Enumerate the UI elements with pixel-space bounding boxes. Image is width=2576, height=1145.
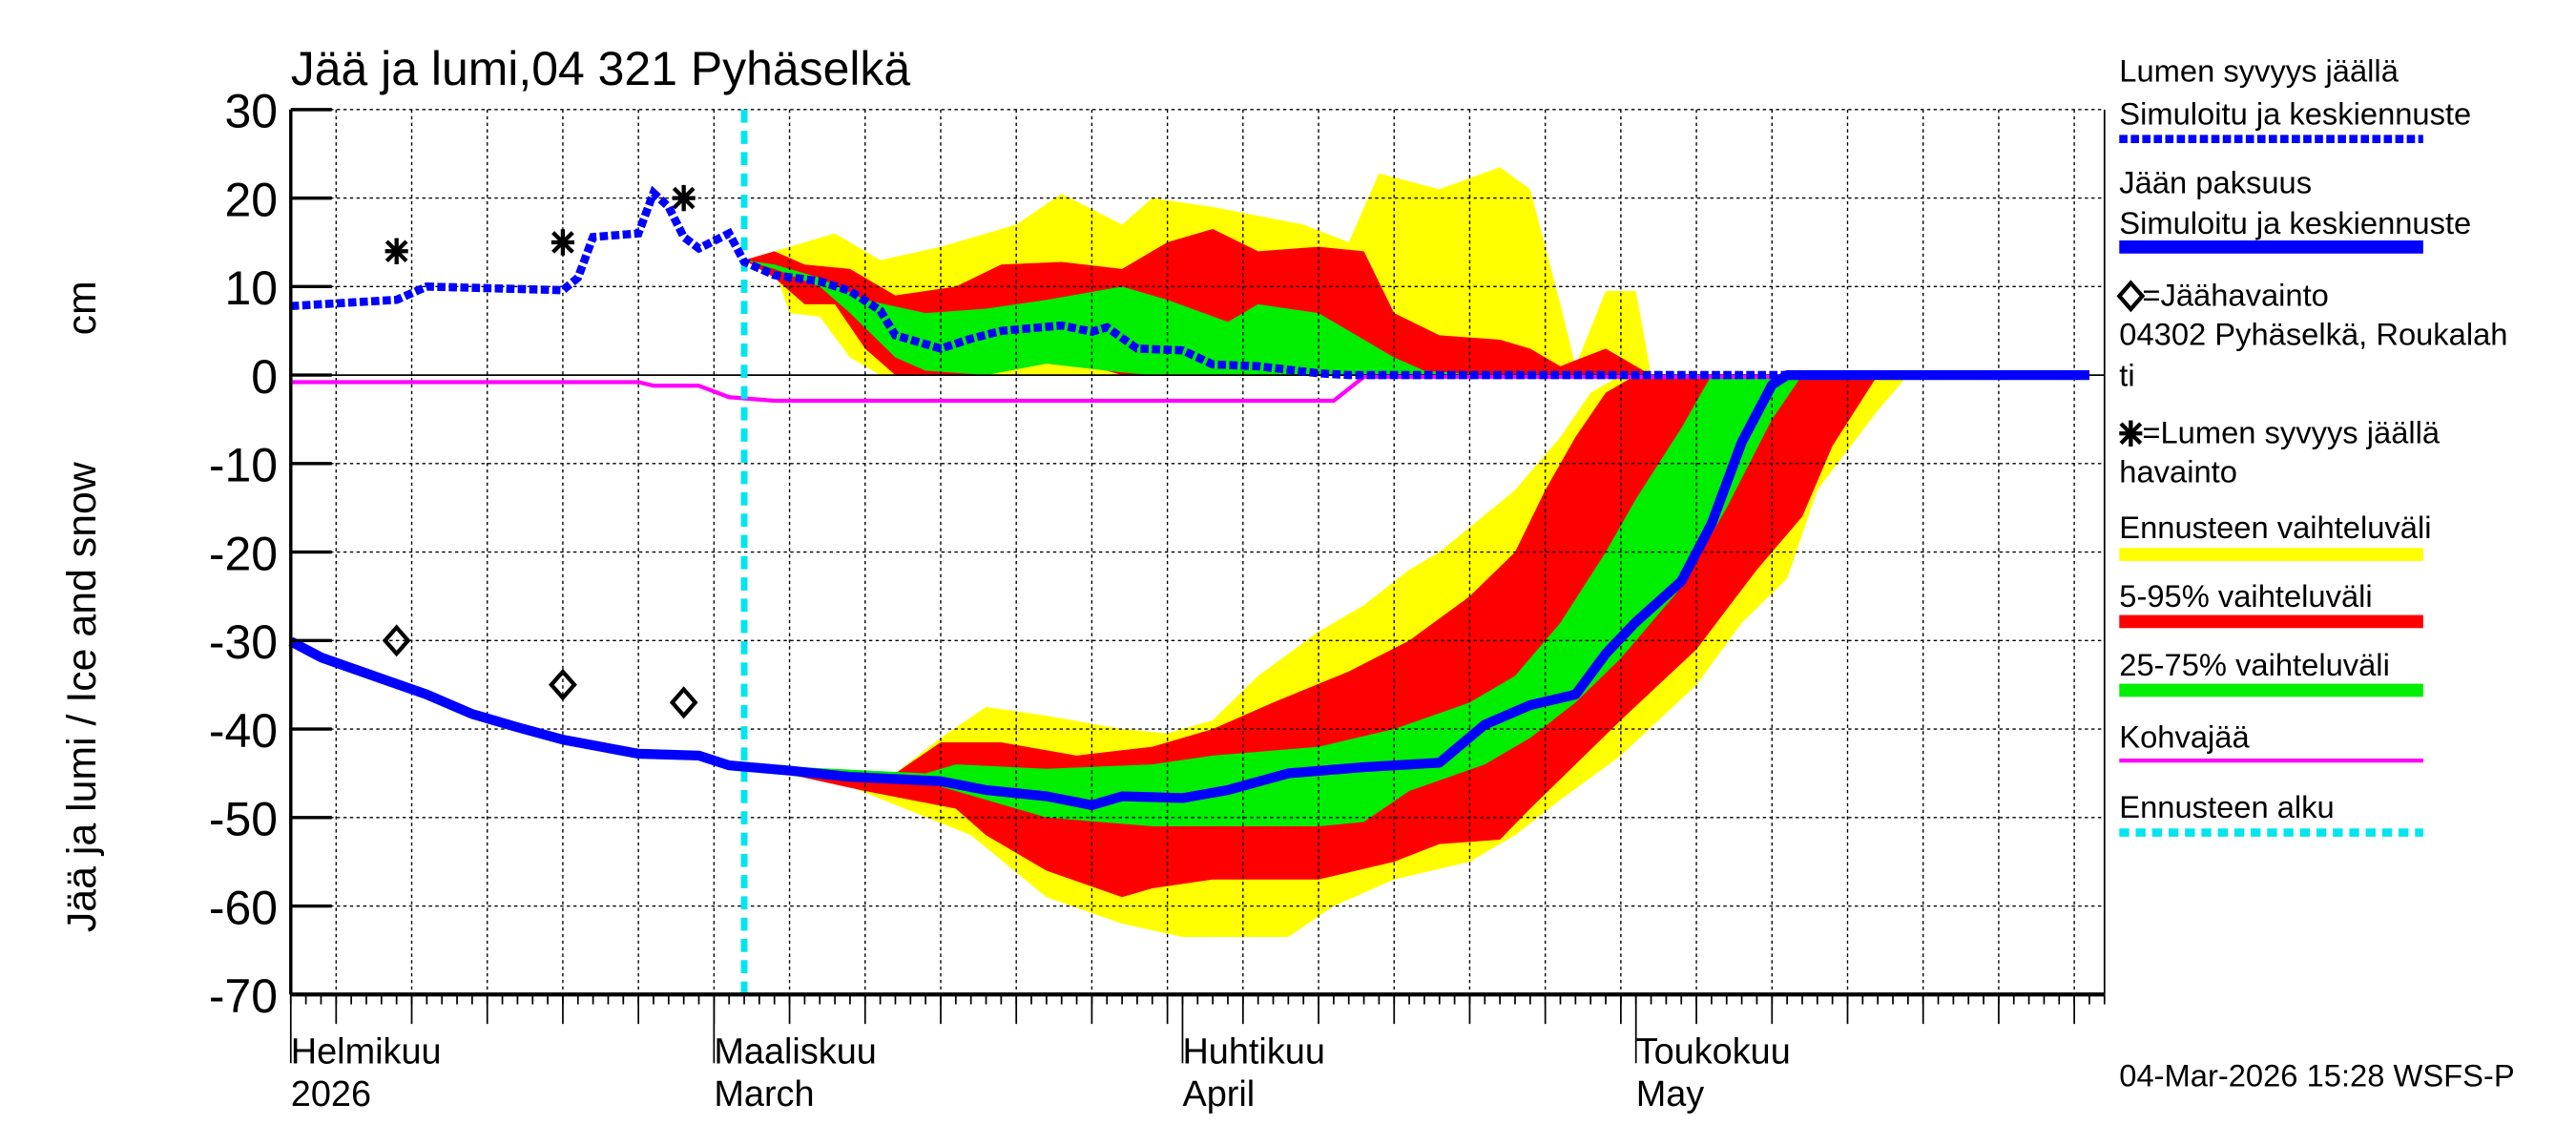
legend: Lumen syvyys jäällä Simuloitu ja keskien…: [2116, 53, 2508, 837]
legend-snow-title: Lumen syvyys jäällä: [2119, 53, 2399, 89]
y-tick-label: -70: [209, 969, 278, 1023]
y-tick-label: -50: [209, 793, 278, 846]
legend-kohvajaa: Kohvajää: [2119, 718, 2250, 754]
snow-observation-marker: [551, 229, 574, 256]
footer-timestamp: 04-Mar-2026 15:28 WSFS-P: [2119, 1057, 2514, 1093]
legend-range-25-75-swatch: [2119, 683, 2423, 697]
legend-ice-obs: =Jäähavainto: [2142, 278, 2328, 313]
legend-ice-obs-station-cont: ti: [2119, 358, 2134, 393]
snow-observation-marker: [384, 238, 408, 264]
y-tick-label: 10: [224, 261, 278, 315]
series-lines: [288, 109, 2089, 995]
grid: [290, 109, 2105, 995]
y-axis-unit: cm: [59, 281, 105, 335]
legend-ice-obs-station: 04302 Pyhäselkä, Roukalah: [2119, 317, 2507, 352]
legend-snow-obs-cont: havainto: [2119, 454, 2237, 489]
y-tick-label: -30: [209, 615, 278, 669]
y-tick-label: -20: [209, 528, 278, 581]
ice-observation-marker: [669, 686, 698, 719]
y-tick-label: 30: [224, 85, 278, 138]
forecast-bands: [744, 167, 1908, 937]
legend-range-5-95: 5-95% vaihteluväli: [2119, 578, 2372, 614]
y-tick-label: -60: [209, 882, 278, 935]
legend-range-25-75: 25-75% vaihteluväli: [2119, 647, 2390, 682]
month-label-fi: Toukokuu: [1636, 1031, 1791, 1072]
legend-snow-sub: Simuloitu ja keskiennuste: [2119, 95, 2471, 131]
legend-range-full: Ennusteen vaihteluväli: [2119, 510, 2431, 545]
y-tick-label: -40: [209, 704, 278, 758]
asterisk-icon: [2119, 420, 2143, 447]
month-label-en: May: [1636, 1074, 1705, 1114]
legend-ice-sub: Simuloitu ja keskiennuste: [2119, 205, 2471, 240]
month-label-en: April: [1182, 1074, 1255, 1114]
ice-range-25-75-band: [744, 375, 1802, 827]
month-label-fi: Helmikuu: [291, 1031, 442, 1072]
ice-thickness-line: [288, 369, 2089, 810]
ice-range-5-95-band: [744, 375, 1879, 898]
month-label-fi: Maaliskuu: [714, 1031, 876, 1072]
ice-observation-marker: [549, 668, 577, 701]
kohvajaa-line: [290, 374, 2089, 404]
legend-forecast-start: Ennusteen alku: [2119, 789, 2334, 824]
observation-markers: [382, 184, 698, 719]
month-label-fi: Huhtikuu: [1182, 1031, 1324, 1072]
legend-snow-obs: =Lumen syvyys jäällä: [2142, 415, 2441, 450]
legend-range-full-swatch: [2119, 548, 2423, 561]
y-tick-label: 0: [251, 350, 278, 404]
snow-depth-line: [290, 185, 2089, 380]
month-label-en: March: [714, 1074, 814, 1114]
axes: 30 20 10 0 -10 -20 -30 -40 -50 -60 -70 Helmikuu2026…: [209, 85, 2106, 1114]
ice-observation-marker: [382, 624, 411, 657]
y-axis-label: Jää ja lumi / Ice and snow: [59, 461, 105, 932]
chart-title: Jää ja lumi,04 321 Pyhäselkä: [291, 42, 911, 95]
month-label-en: 2026: [291, 1074, 371, 1114]
diamond-icon: [2116, 280, 2146, 313]
legend-ice-title: Jään paksuus: [2119, 164, 2312, 199]
y-tick-label: -10: [209, 439, 278, 492]
snow-observation-marker: [672, 184, 696, 212]
legend-range-5-95-swatch: [2119, 614, 2423, 629]
y-tick-label: 20: [224, 174, 278, 227]
